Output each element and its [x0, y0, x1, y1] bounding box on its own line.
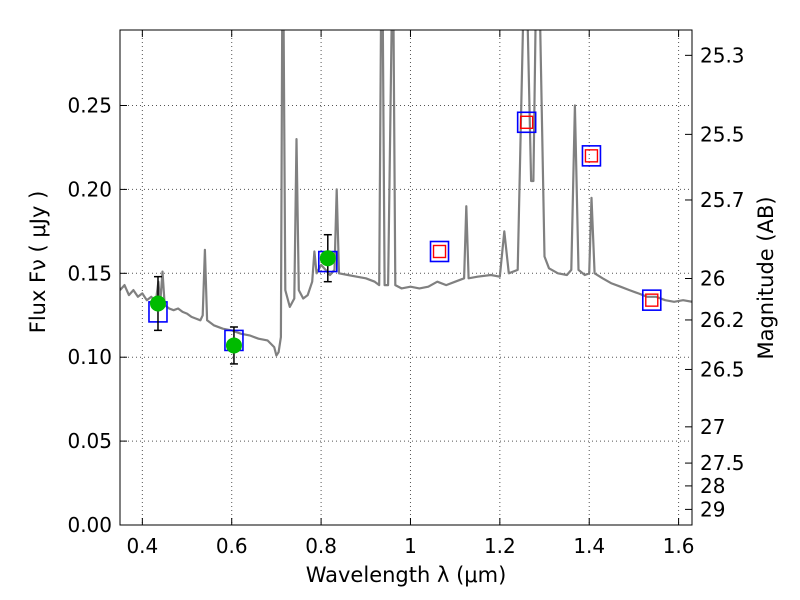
- model-spectrum-line: [120, 30, 692, 357]
- x-tick-label: 0.4: [126, 534, 158, 558]
- plot-markers: [148, 111, 662, 365]
- y2-tick-label: 29: [700, 497, 725, 521]
- observed-point: [225, 337, 242, 354]
- upper-limit-marker: [519, 115, 534, 129]
- plot-frame: [119, 29, 693, 526]
- y-tick-label: 0.20: [67, 177, 112, 201]
- y-axis-label: Flux Fν ( μJy ): [26, 191, 50, 334]
- x-tick-label: 0.6: [216, 534, 248, 558]
- y-tick-label: 0.00: [67, 513, 112, 537]
- y2-tick-label: 25.5: [700, 122, 745, 146]
- x-tick-label: 1: [404, 534, 417, 558]
- y-tick-label: 0.10: [67, 345, 112, 369]
- y2-axis-label: Magnitude (AB): [754, 196, 778, 359]
- plot-marks: [120, 30, 692, 357]
- x-tick-label: 1.6: [663, 534, 695, 558]
- x-axis-label: Wavelength λ (μm): [306, 563, 507, 587]
- observed-point: [149, 295, 166, 312]
- y2-tick-label: 25.7: [700, 188, 745, 212]
- y2-tick-label: 26: [700, 267, 725, 291]
- y2-tick-label: 26.5: [700, 357, 745, 381]
- observed-point: [319, 250, 336, 267]
- y2-tick-label: 26.2: [700, 308, 745, 332]
- model-band-square: [641, 289, 662, 311]
- axis-ticks: 0.4 0.6 0.8 1 1.2 1.4 1.6 0.00 0.05 0.10 0.15 0.20 0…: [67, 30, 745, 558]
- y2-tick-label: 28: [700, 474, 725, 498]
- y2-tick-label: 27: [700, 415, 725, 439]
- x-tick-label: 1.4: [573, 534, 605, 558]
- x-tick-label: 1.2: [484, 534, 516, 558]
- model-band-square: [516, 111, 537, 134]
- y2-tick-label: 25.3: [700, 43, 745, 67]
- y-tick-label: 0.15: [67, 261, 112, 285]
- model-band-square: [429, 240, 450, 263]
- upper-limit-marker: [584, 149, 599, 163]
- upper-limit-marker: [432, 244, 447, 259]
- model-band-square: [581, 145, 602, 167]
- x-tick-label: 0.8: [305, 534, 337, 558]
- plot-background: [120, 30, 692, 525]
- y-tick-label: 0.25: [67, 94, 112, 118]
- y-tick-label: 0.05: [67, 429, 112, 453]
- y2-tick-label: 27.5: [700, 451, 745, 475]
- upper-limit-marker: [645, 293, 659, 307]
